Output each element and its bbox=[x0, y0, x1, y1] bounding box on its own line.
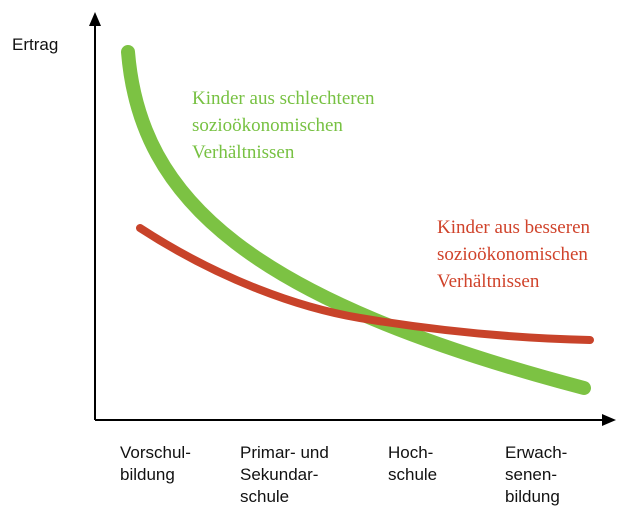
x-category-label: Sekundar- bbox=[240, 465, 318, 484]
curve-label-line: sozioökonomischen bbox=[437, 244, 588, 265]
y-axis-label: Ertrag bbox=[12, 35, 58, 54]
x-category-label: Primar- und bbox=[240, 443, 329, 462]
x-category-label: Vorschul- bbox=[120, 443, 191, 462]
curve-label-green: Kinder aus schlechteren sozioökonomische… bbox=[192, 88, 375, 163]
curve-label-line: Kinder aus schlechteren bbox=[192, 88, 375, 109]
x-category-label: schule bbox=[240, 487, 289, 506]
y-axis-arrow bbox=[89, 12, 101, 26]
axes bbox=[89, 12, 616, 426]
x-category-label: bildung bbox=[505, 487, 560, 506]
curve-label-line: Verhältnissen bbox=[437, 271, 540, 292]
curve-label-line: Kinder aus besseren bbox=[437, 217, 591, 238]
x-category-label: Hoch- bbox=[388, 443, 433, 462]
x-axis-arrow bbox=[602, 414, 616, 426]
x-category-label: senen- bbox=[505, 465, 557, 484]
x-category-label: bildung bbox=[120, 465, 175, 484]
x-category-label: schule bbox=[388, 465, 437, 484]
curve-label-red: Kinder aus besseren sozioökonomischen Ve… bbox=[437, 217, 591, 292]
x-category-labels: Vorschul- bildung Primar- und Sekundar- … bbox=[120, 443, 567, 506]
curve-green bbox=[121, 45, 591, 395]
x-category-label: Erwach- bbox=[505, 443, 567, 462]
curve-label-line: Verhältnissen bbox=[192, 142, 295, 163]
curve-label-line: sozioökonomischen bbox=[192, 115, 343, 136]
curve-red bbox=[136, 224, 594, 344]
